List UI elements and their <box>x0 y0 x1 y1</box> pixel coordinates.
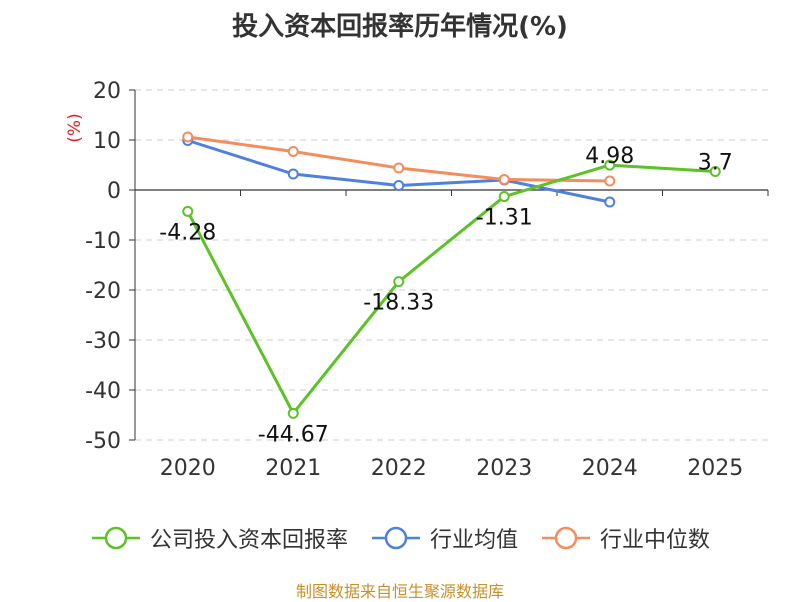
data-point <box>604 159 616 171</box>
legend-item[interactable]: 行业均值 <box>370 522 518 554</box>
data-point <box>182 205 194 217</box>
data-point <box>393 276 405 288</box>
y-tick-label: -20 <box>85 279 121 304</box>
data-point <box>182 131 194 143</box>
data-point <box>498 174 510 185</box>
data-point <box>287 168 299 180</box>
legend-item[interactable]: 行业中位数 <box>540 522 710 554</box>
data-label: -18.33 <box>363 291 434 316</box>
y-tick-label: -50 <box>85 429 121 454</box>
data-point <box>709 166 721 177</box>
y-axis-label: (%) <box>65 113 85 142</box>
y-tick-label: 20 <box>93 79 121 104</box>
legend-label: 公司投入资本回报率 <box>149 528 348 553</box>
legend-marker-icon <box>91 526 140 550</box>
series-line <box>186 163 716 415</box>
series-line <box>187 135 610 183</box>
x-tick-label: 2025 <box>687 456 743 481</box>
legend-item[interactable]: 公司投入资本回报率 <box>90 522 348 554</box>
data-point <box>498 191 510 203</box>
y-tick-label: 0 <box>107 179 121 204</box>
data-point <box>287 146 299 157</box>
legend-label: 行业中位数 <box>600 528 711 553</box>
x-tick-label: 2022 <box>371 456 427 481</box>
source-note: 制图数据来自恒生聚源数据库 <box>295 582 504 601</box>
data-label: -44.67 <box>258 422 329 447</box>
x-tick-label: 2024 <box>582 456 638 481</box>
legend-marker-icon <box>542 526 590 550</box>
y-tick-label: -10 <box>85 229 121 254</box>
data-label: 3.7 <box>698 151 733 176</box>
x-tick-label: 2023 <box>476 456 532 481</box>
x-tick-label: 2020 <box>160 456 216 481</box>
data-point <box>287 407 299 419</box>
y-tick-label: 10 <box>93 129 121 154</box>
data-point <box>604 196 616 208</box>
chart-legend: 公司投入资本回报率 行业均值 行业中位数 <box>0 518 800 558</box>
x-tick-label: 2021 <box>265 456 321 481</box>
data-label: -1.31 <box>476 206 533 231</box>
legend-marker-icon <box>371 526 420 550</box>
data-label: 4.98 <box>585 144 634 169</box>
y-tick-label: -30 <box>85 329 121 354</box>
data-point <box>604 175 616 187</box>
chart-title: 投入资本回报率历年情况(%) <box>232 12 568 42</box>
data-point <box>393 162 405 174</box>
data-point <box>393 180 405 191</box>
y-tick-label: -40 <box>85 379 121 404</box>
legend-label: 行业均值 <box>429 528 518 553</box>
data-label: -4.28 <box>159 220 216 245</box>
